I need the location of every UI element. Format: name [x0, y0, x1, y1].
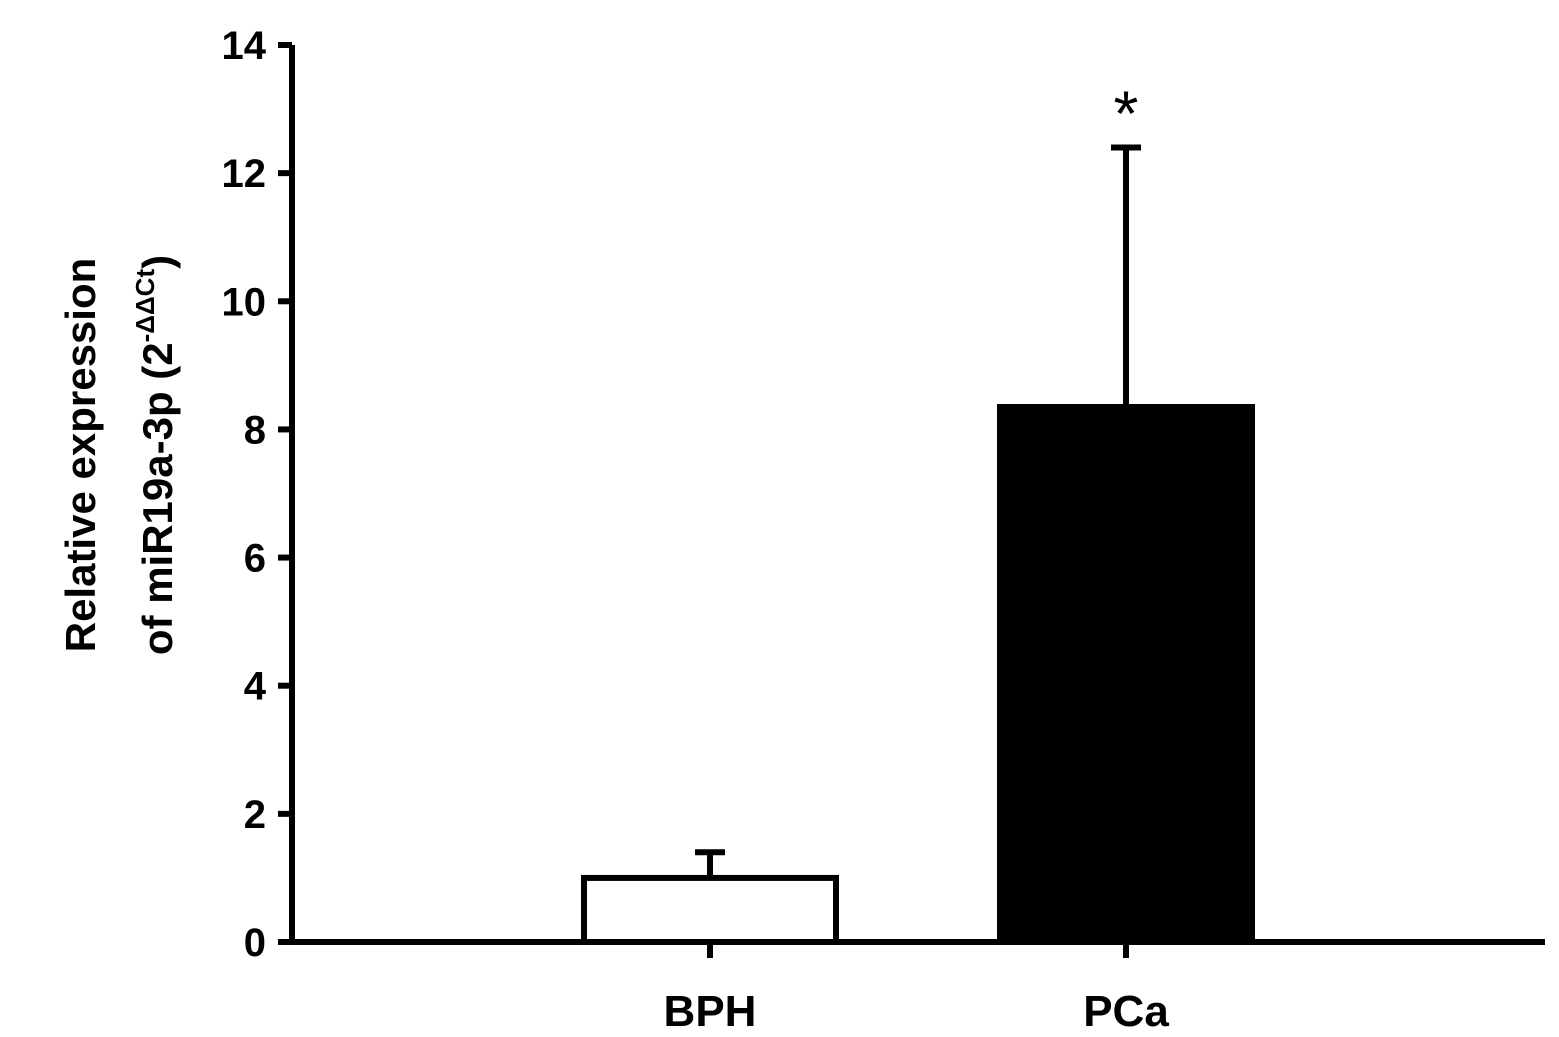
- y-tick-label: 10: [222, 280, 267, 324]
- bars-layer: [581, 404, 1255, 946]
- y-tick-label: 4: [244, 665, 267, 709]
- bar-pca: [997, 404, 1255, 945]
- error-bars-layer: [695, 144, 1141, 878]
- y-tick-label: 6: [244, 537, 266, 581]
- x-tick-label-pca: PCa: [1083, 987, 1169, 1036]
- y-tick-label: 12: [222, 152, 267, 196]
- y-axis-label-line2-main: of miR19a-3p (2: [134, 342, 181, 655]
- x-ticks-layer: BPH PCa: [664, 942, 1169, 1036]
- y-tick-label: 2: [244, 793, 266, 837]
- y-axis-label-line1: Relative expression: [57, 258, 104, 653]
- annotations-layer: *: [1114, 78, 1139, 150]
- bar-bph: [581, 874, 839, 946]
- y-axis-label-line2-end: ): [134, 255, 181, 269]
- y-axis-label-line2-sup: -ΔΔCt: [130, 269, 160, 343]
- x-tick-label-bph: BPH: [664, 987, 757, 1036]
- y-tick-label: 8: [244, 408, 266, 452]
- y-tick-label: 0: [244, 921, 266, 965]
- y-ticks-layer: 0 2 4 6 8 10 12 14: [222, 24, 292, 965]
- significance-marker: *: [1114, 78, 1139, 150]
- y-axis-label-line2: of miR19a-3p (2-ΔΔCt): [130, 255, 181, 655]
- y-tick-label: 14: [222, 24, 267, 68]
